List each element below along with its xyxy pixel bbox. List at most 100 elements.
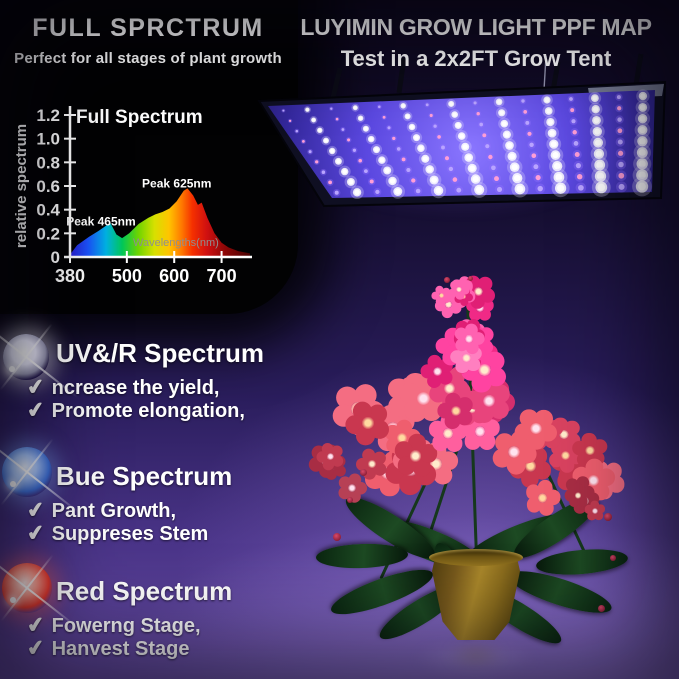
x-axis-label: Wavelengths(nm) [133, 237, 219, 249]
y-tick-label: 0 [51, 248, 60, 267]
white-led-dot [547, 119, 554, 125]
violet-led-dot [341, 128, 345, 131]
y-axis-label: relative spectrum [13, 124, 30, 248]
white-led-dot [409, 124, 415, 130]
white-led-dot [549, 130, 555, 136]
violet-led-dot [617, 117, 622, 122]
white-led-dot [318, 128, 322, 133]
violet-led-dot [406, 167, 411, 173]
violet-led-dot [494, 176, 499, 182]
white-led-dot [550, 141, 557, 148]
violet-led-dot [535, 175, 541, 181]
white-led-dot [452, 112, 457, 117]
check-icon: ✔ [25, 635, 47, 662]
violet-led-dot [573, 141, 579, 146]
violet-led-dot [496, 186, 503, 192]
white-led-dot [596, 161, 604, 169]
feature-item: ✔ Fowerng Stage, [25, 612, 201, 639]
violet-led-dot [358, 158, 362, 163]
violet-led-dot [302, 140, 305, 143]
white-led-dot [449, 101, 454, 106]
section-title: Red Spectrum [56, 576, 233, 606]
violet-led-dot [441, 145, 445, 150]
white-led-dot [595, 150, 603, 158]
chart-background-panel [0, 0, 298, 314]
white-led-dot [544, 97, 550, 103]
white-led-dot [639, 104, 646, 111]
violet-led-dot [537, 185, 543, 192]
violet-led-dot [328, 180, 332, 185]
white-led-dot [342, 169, 348, 174]
white-led-dot [414, 135, 419, 140]
violet-led-dot [308, 150, 312, 154]
violet-led-dot [330, 107, 333, 110]
white-led-dot [459, 133, 465, 139]
white-led-dot [506, 142, 513, 149]
white-led-dot [469, 165, 476, 172]
white-led-dot [593, 106, 599, 112]
white-led-dot [465, 154, 472, 161]
y-tick-label: 0.6 [36, 177, 60, 196]
violet-led-dot [387, 126, 391, 130]
hanging-wires [330, 53, 644, 99]
white-led-dot [514, 174, 521, 182]
white-led-dot [638, 171, 646, 179]
x-tick-label: 700 [207, 266, 237, 286]
violet-led-dot [335, 117, 339, 121]
white-led-dot [499, 110, 504, 116]
feature-item: ✔ Suppreses Stem [25, 520, 209, 547]
violet-led-dot [411, 178, 416, 183]
white-led-dot [389, 178, 396, 184]
white-led-dot [353, 106, 357, 110]
white-led-dot [354, 189, 360, 195]
white-led-dot [330, 148, 335, 154]
white-led-dot [394, 188, 401, 195]
pot-reflection [438, 640, 514, 670]
white-led-dot [374, 147, 379, 152]
violet-led-dot [375, 189, 380, 195]
white-led-dot [358, 116, 363, 120]
white-led-dot [435, 187, 442, 194]
violet-led-dot [363, 169, 368, 174]
violet-led-dot [396, 147, 401, 151]
x-tick-label: 380 [55, 266, 85, 286]
violet-led-dot [444, 156, 450, 161]
violet-led-dot [617, 128, 623, 134]
section-title: Bue Spectrum [56, 461, 233, 491]
white-led-dot [596, 172, 605, 180]
white-led-dot [369, 137, 374, 142]
white-led-dot [462, 144, 468, 150]
violet-led-dot [334, 190, 339, 195]
white-led-dot [594, 128, 601, 135]
feature-item: ✔ ncrease the yield, [25, 374, 220, 401]
feature-item: ✔ Promote elongation, [25, 397, 245, 424]
violet-led-dot [570, 108, 575, 113]
violet-led-dot [452, 177, 458, 182]
feature-item: ✔ Hanvest Stage [25, 635, 190, 662]
peak-annotation: Peak 625nm [142, 177, 211, 191]
white-led-dot [509, 153, 516, 160]
white-led-dot [336, 159, 341, 164]
violet-led-dot [618, 161, 624, 168]
right-header: LUYIMIN GROW LIGHT PPF MAP Test in a 2x2… [278, 14, 674, 72]
violet-led-dot [482, 133, 487, 138]
violet-led-dot [382, 115, 386, 119]
peak-annotation: Peak 465nm [66, 215, 135, 229]
violet-led-dot [618, 183, 625, 190]
violet-led-dot [617, 150, 624, 156]
y-tick-label: 0.2 [36, 224, 60, 243]
violet-led-dot [429, 113, 433, 118]
violet-led-dot [576, 173, 583, 180]
white-led-dot [638, 160, 646, 168]
violet-led-dot [288, 119, 292, 123]
chart-title: Full Spectrum [76, 107, 203, 128]
violet-led-dot [491, 165, 496, 171]
violet-led-dot [533, 164, 539, 170]
white-led-dot [422, 156, 428, 162]
white-led-dot [363, 126, 368, 131]
y-tick-label: 1.0 [36, 130, 60, 149]
page-subtitle: Perfect for all stages of plant growth [14, 50, 282, 67]
white-led-dot [593, 117, 600, 124]
x-tick-label: 500 [112, 266, 142, 286]
white-led-dot [401, 104, 405, 108]
